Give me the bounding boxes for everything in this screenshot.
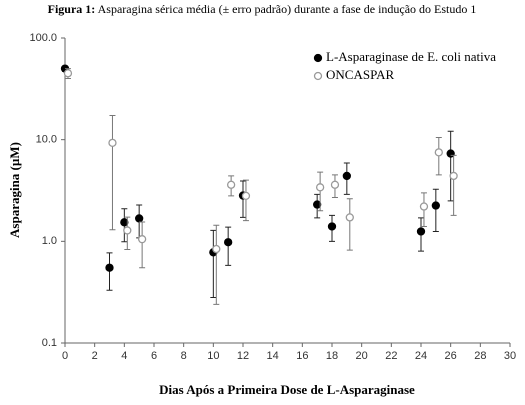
point bbox=[419, 202, 429, 211]
error-bar bbox=[210, 229, 217, 299]
x-tick-label: 30 bbox=[504, 350, 516, 362]
point bbox=[135, 214, 144, 223]
point bbox=[226, 180, 236, 189]
error-bar bbox=[213, 224, 220, 305]
x-tick-label: 16 bbox=[296, 350, 308, 362]
point bbox=[434, 148, 443, 157]
point bbox=[416, 227, 426, 236]
x-tick-label: 4 bbox=[121, 350, 127, 362]
title-text: Asparagina sérica média (± erro padrão) … bbox=[98, 2, 477, 16]
y-tick-label: 0.1 bbox=[42, 337, 57, 349]
point bbox=[315, 183, 325, 192]
x-tick-label: 0 bbox=[62, 350, 68, 362]
x-tick-label: 18 bbox=[326, 350, 338, 362]
error-bar bbox=[139, 221, 146, 269]
error-bar bbox=[447, 130, 454, 202]
x-tick-label: 12 bbox=[237, 350, 249, 362]
x-tick-label: 10 bbox=[207, 350, 219, 362]
point bbox=[241, 191, 251, 201]
point bbox=[342, 171, 351, 181]
error-bar bbox=[450, 154, 457, 216]
x-tick-label: 22 bbox=[385, 350, 397, 362]
x-tick-label: 26 bbox=[445, 350, 457, 362]
point bbox=[446, 149, 455, 158]
legend-label: L-Asparaginase de E. coli nativa bbox=[326, 49, 496, 64]
x-tick-label: 28 bbox=[474, 350, 486, 362]
point bbox=[137, 235, 147, 244]
x-tick-label: 14 bbox=[267, 350, 279, 362]
x-tick-label: 8 bbox=[181, 350, 187, 362]
y-tick-label: 1.0 bbox=[42, 235, 57, 247]
point bbox=[327, 222, 337, 231]
x-tick-label: 2 bbox=[92, 350, 98, 362]
error-bar bbox=[432, 188, 439, 232]
point bbox=[212, 244, 221, 254]
x-axis-label: Dias Após a Primeira Dose de L-Asparagin… bbox=[159, 382, 415, 397]
error-bar bbox=[346, 198, 353, 251]
y-tick-label: 100.0 bbox=[29, 32, 57, 44]
error-bar bbox=[242, 179, 249, 222]
point bbox=[105, 263, 114, 272]
y-axis-label: Asparagina (µM) bbox=[7, 142, 22, 238]
point bbox=[120, 218, 129, 227]
point bbox=[449, 171, 458, 181]
error-bar bbox=[109, 114, 116, 231]
legend-marker bbox=[313, 53, 323, 63]
point bbox=[108, 138, 117, 148]
legend-marker bbox=[313, 71, 323, 81]
x-tick-label: 24 bbox=[415, 350, 427, 362]
chart-title: Figura 1: Asparagina sérica média (± err… bbox=[48, 2, 477, 16]
point bbox=[330, 180, 340, 189]
x-tick-label: 20 bbox=[356, 350, 368, 362]
x-tick-label: 6 bbox=[151, 350, 157, 362]
point bbox=[123, 226, 132, 235]
point bbox=[63, 69, 73, 78]
point bbox=[431, 201, 440, 210]
legend-label: ONCASPAR bbox=[326, 67, 394, 82]
y-tick-label: 10.0 bbox=[36, 134, 57, 146]
point bbox=[345, 213, 354, 222]
point bbox=[224, 238, 233, 247]
point bbox=[313, 200, 322, 209]
title-label: Figura 1: bbox=[48, 2, 96, 16]
